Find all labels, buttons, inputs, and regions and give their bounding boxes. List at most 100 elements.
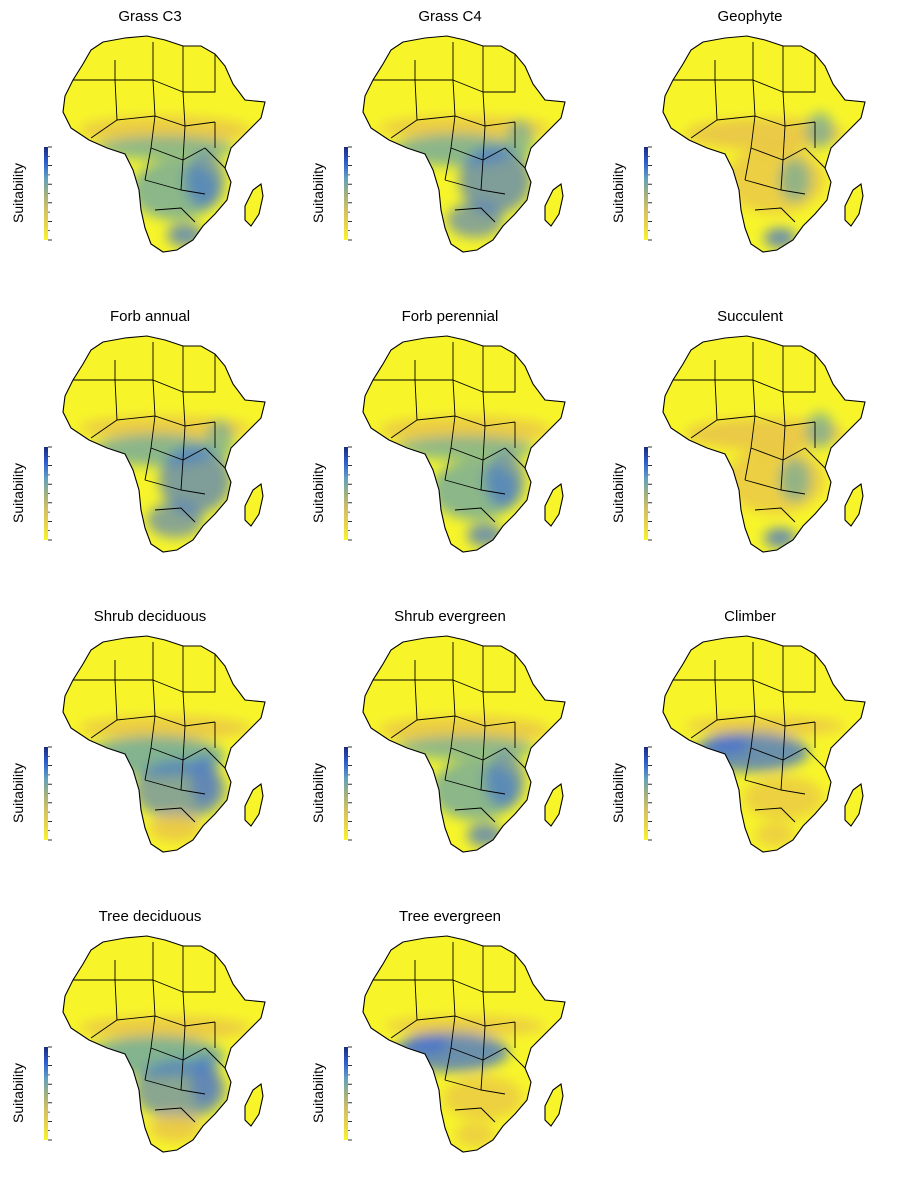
country-border [750, 415, 756, 449]
country-border [744, 747, 752, 781]
map-panel-3: Geophyte Suitability 10.80.60.40.20 [600, 0, 900, 300]
legend-color-bar [344, 447, 348, 540]
suitability-zone [685, 716, 845, 736]
suitability-zone [405, 1034, 449, 1054]
panel-title: Shrub deciduous [93, 608, 207, 625]
country-border [144, 147, 152, 181]
suitability-zone [159, 446, 231, 514]
suitability-zone [806, 412, 834, 448]
panel-title: Shrub evergreen [394, 608, 506, 625]
country-border [90, 119, 118, 139]
madagascar-outline [544, 1083, 564, 1127]
madagascar-outline [244, 183, 264, 227]
suitability-zone [685, 418, 845, 450]
country-border [152, 379, 156, 417]
legend-scale: 10.80.60.40.20 [44, 146, 52, 241]
country-border [450, 115, 456, 149]
country-border [752, 379, 756, 417]
suitability-zone [206, 420, 234, 460]
country-border [114, 379, 118, 421]
country-border [183, 54, 216, 93]
legend-color-bar [44, 447, 48, 540]
panel-title: Grass C4 [418, 8, 482, 25]
country-border [454, 1107, 496, 1123]
map-panel-8: Shrub evergreen Suitability 10.80.60.40.… [300, 600, 600, 900]
country-border [752, 679, 756, 717]
legend-scale: 10.80.60.40.20 [44, 446, 52, 541]
country-border [144, 479, 182, 491]
country-border [152, 979, 156, 1017]
country-border [482, 691, 486, 727]
suitability-zone [779, 458, 811, 502]
madagascar-outline [844, 183, 864, 227]
suitability-surface [663, 336, 865, 552]
country-border [504, 747, 526, 769]
country-border [144, 447, 152, 481]
suitability-zone [467, 823, 503, 847]
country-border [690, 419, 718, 439]
legend-scale: 10.80.60.40.20 [44, 746, 52, 841]
country-border [750, 115, 756, 149]
country-border [114, 79, 118, 121]
africa-map-svg [62, 635, 266, 853]
country-border [416, 115, 516, 127]
country-border [183, 354, 216, 393]
panel-title: Succulent [717, 308, 783, 325]
suitability-zone [385, 1016, 545, 1036]
panel-title: Climber [724, 608, 776, 625]
country-border [452, 979, 456, 1017]
country-border [414, 979, 418, 1021]
legend-scale: 10.80.60.40.20 [344, 446, 352, 541]
country-border [114, 679, 118, 721]
country-border [716, 115, 816, 127]
legend-color-bar [344, 1047, 348, 1140]
legend-color-bar [344, 747, 348, 840]
country-border [152, 79, 156, 117]
country-border [116, 1015, 216, 1027]
map-panel-4: Forb annual Suitability 10.80.60.40.20 [0, 300, 300, 600]
country-border [390, 419, 418, 439]
panel-title: Forb annual [109, 308, 191, 325]
map-panel-7: Shrub deciduous Suitability 10.80.60.40.… [0, 600, 300, 900]
panel-title: Tree deciduous [98, 908, 202, 925]
country-border [154, 1107, 196, 1123]
country-border [450, 1015, 456, 1049]
continent-outline [362, 935, 566, 1153]
legend: Suitability 10.80.60.40.20 [0, 0, 55, 300]
legend: Suitability 10.80.60.40.20 [0, 900, 55, 1200]
suitability-zone [455, 1123, 495, 1147]
country-border [783, 354, 816, 393]
continent-outline [662, 335, 866, 553]
country-border [154, 207, 196, 223]
country-border [183, 954, 216, 993]
suitability-zone [485, 752, 525, 808]
country-border [204, 147, 226, 169]
panel-title: Tree evergreen [399, 908, 501, 925]
country-border [183, 654, 216, 693]
country-border [783, 54, 816, 93]
country-border [450, 415, 456, 449]
suitability-zone [459, 146, 531, 214]
country-border [144, 179, 182, 191]
madagascar-outline [544, 183, 564, 227]
country-border [182, 125, 186, 161]
country-border [782, 125, 786, 161]
country-border [782, 391, 786, 427]
suitability-zone [79, 1016, 251, 1040]
country-border [744, 147, 752, 181]
country-border [182, 991, 186, 1027]
country-border [504, 147, 526, 169]
country-border [714, 79, 718, 121]
africa-map [355, 330, 580, 575]
country-border [744, 479, 782, 491]
suitability-zone [191, 754, 219, 806]
panel-title: Grass C3 [118, 8, 182, 25]
country-border [714, 679, 718, 721]
suitability-zone [705, 734, 749, 754]
madagascar-outline [844, 783, 864, 827]
country-border [182, 391, 186, 427]
africa-map-svg [662, 635, 866, 853]
legend-scale: 10.80.60.40.20 [344, 146, 352, 241]
country-border [482, 1025, 486, 1061]
country-border [152, 679, 156, 717]
